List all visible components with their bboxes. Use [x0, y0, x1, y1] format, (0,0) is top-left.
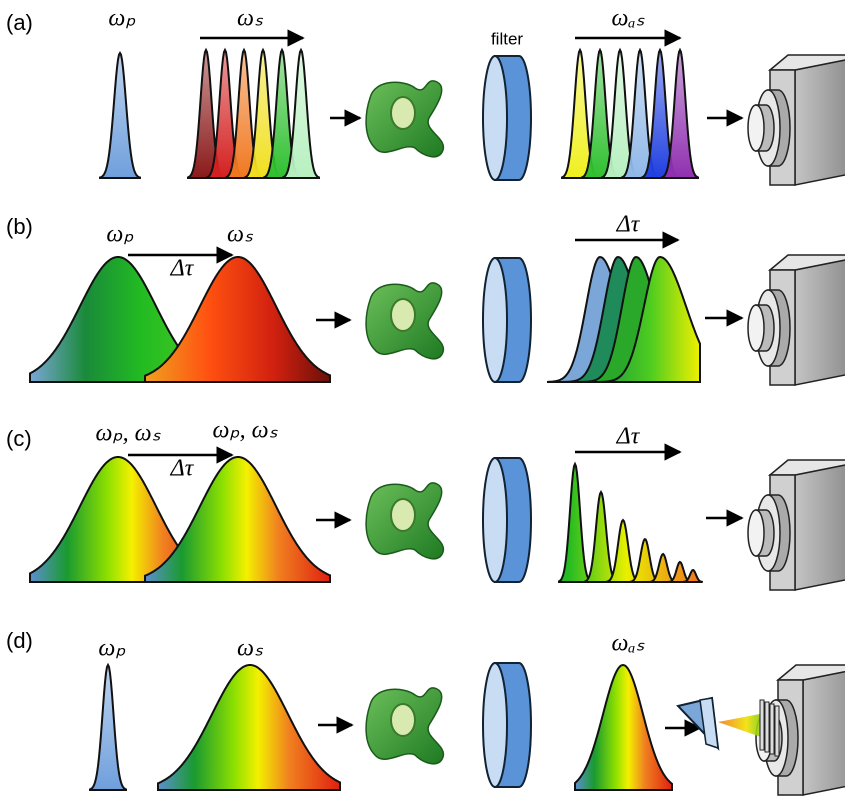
- pulse: [89, 662, 127, 791]
- pulse: [157, 664, 341, 791]
- pulse: [574, 663, 673, 791]
- delay-label: Δτ: [616, 424, 641, 450]
- pulse: [584, 489, 618, 583]
- camera: [747, 54, 845, 186]
- stokes-label: ωₛ: [237, 636, 264, 662]
- anti-stokes-label: ωₐₛ: [612, 6, 646, 32]
- cell: [365, 481, 445, 560]
- pulse: [599, 255, 701, 383]
- pump-label: ωₚ: [106, 222, 134, 248]
- grating-slat: [764, 701, 770, 753]
- pulse-label: ωₚ, ωₛ: [95, 421, 161, 447]
- filter: [482, 55, 532, 181]
- panel-label: (a): [6, 10, 33, 35]
- pulse-label: ωₚ, ωₛ: [212, 418, 278, 444]
- delay-label: Δτ: [170, 456, 195, 482]
- pump-label: ωₚ: [98, 636, 126, 662]
- cell: [365, 686, 445, 765]
- camera: [747, 459, 845, 591]
- anti-stokes-label: ωₐₛ: [612, 631, 646, 657]
- cell: [365, 79, 445, 158]
- delay-label: Δτ: [170, 256, 195, 282]
- pulse: [661, 47, 699, 179]
- panel-label: (d): [6, 628, 33, 653]
- panel-label: (b): [6, 214, 33, 239]
- filter: [482, 257, 532, 383]
- stokes-label: ωₛ: [237, 6, 264, 32]
- pulse: [144, 256, 331, 383]
- delay-label: Δτ: [616, 212, 641, 238]
- pulse: [99, 51, 141, 179]
- cell: [365, 281, 445, 360]
- filter: [482, 457, 532, 583]
- prism-face: [699, 697, 719, 750]
- pump-label: ωₚ: [108, 6, 136, 32]
- grating-slat: [759, 699, 765, 751]
- pulse: [558, 461, 592, 583]
- filter-label: filter: [491, 29, 523, 48]
- stokes-label: ωₛ: [227, 222, 254, 248]
- filter: [482, 662, 532, 788]
- pulse: [282, 47, 320, 179]
- pulse: [682, 569, 704, 583]
- panel-label: (c): [6, 426, 32, 451]
- pulse: [649, 552, 677, 583]
- grating-slat: [769, 703, 775, 755]
- pulse: [144, 456, 331, 583]
- camera: [747, 254, 845, 386]
- grating-slat: [774, 705, 780, 757]
